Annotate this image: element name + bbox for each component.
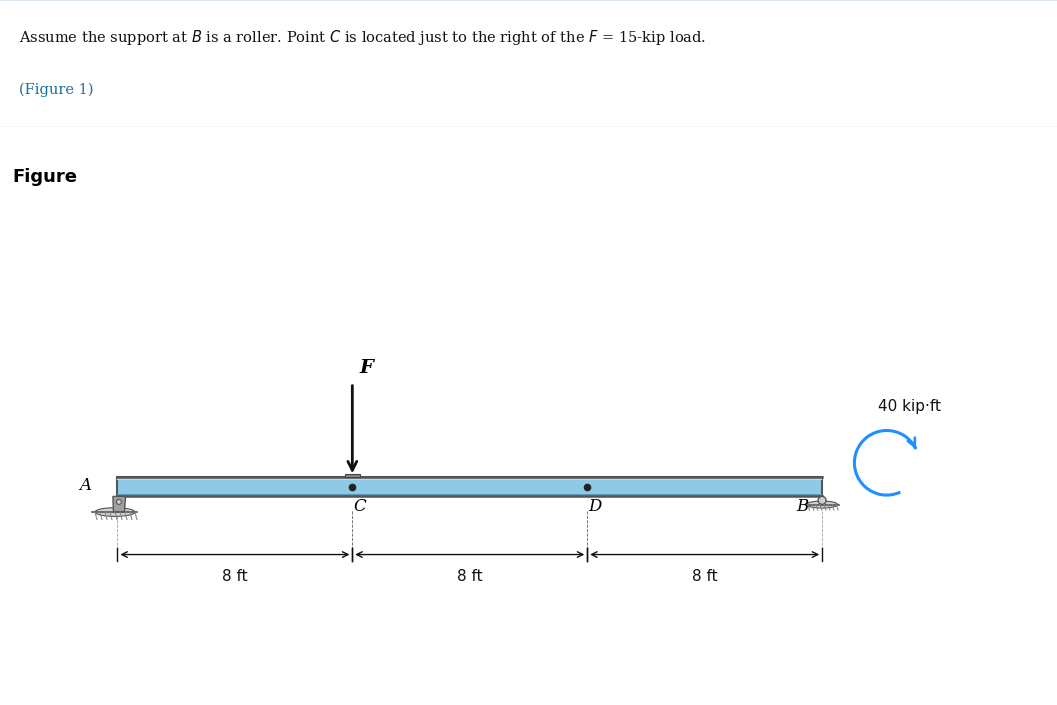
Circle shape (818, 496, 827, 504)
Text: 40 kip·ft: 40 kip·ft (878, 399, 941, 415)
Text: D: D (589, 498, 602, 515)
Text: Figure: Figure (13, 168, 77, 185)
Circle shape (116, 499, 122, 504)
Polygon shape (113, 496, 126, 512)
Text: (Figure 1): (Figure 1) (19, 82, 93, 97)
Ellipse shape (806, 501, 837, 508)
Ellipse shape (95, 508, 135, 516)
Text: B: B (797, 498, 809, 515)
Text: 8 ft: 8 ft (692, 569, 718, 584)
Text: F: F (359, 359, 373, 377)
Bar (345, 474, 359, 477)
Text: 8 ft: 8 ft (457, 569, 483, 584)
Text: C: C (354, 498, 367, 515)
Text: A: A (79, 477, 91, 494)
Bar (117, 494, 822, 496)
Text: 8 ft: 8 ft (222, 569, 247, 584)
Bar (117, 477, 822, 496)
Bar (117, 477, 822, 480)
Text: Assume the support at $B$ is a roller. Point $C$ is located just to the right of: Assume the support at $B$ is a roller. P… (19, 28, 706, 47)
